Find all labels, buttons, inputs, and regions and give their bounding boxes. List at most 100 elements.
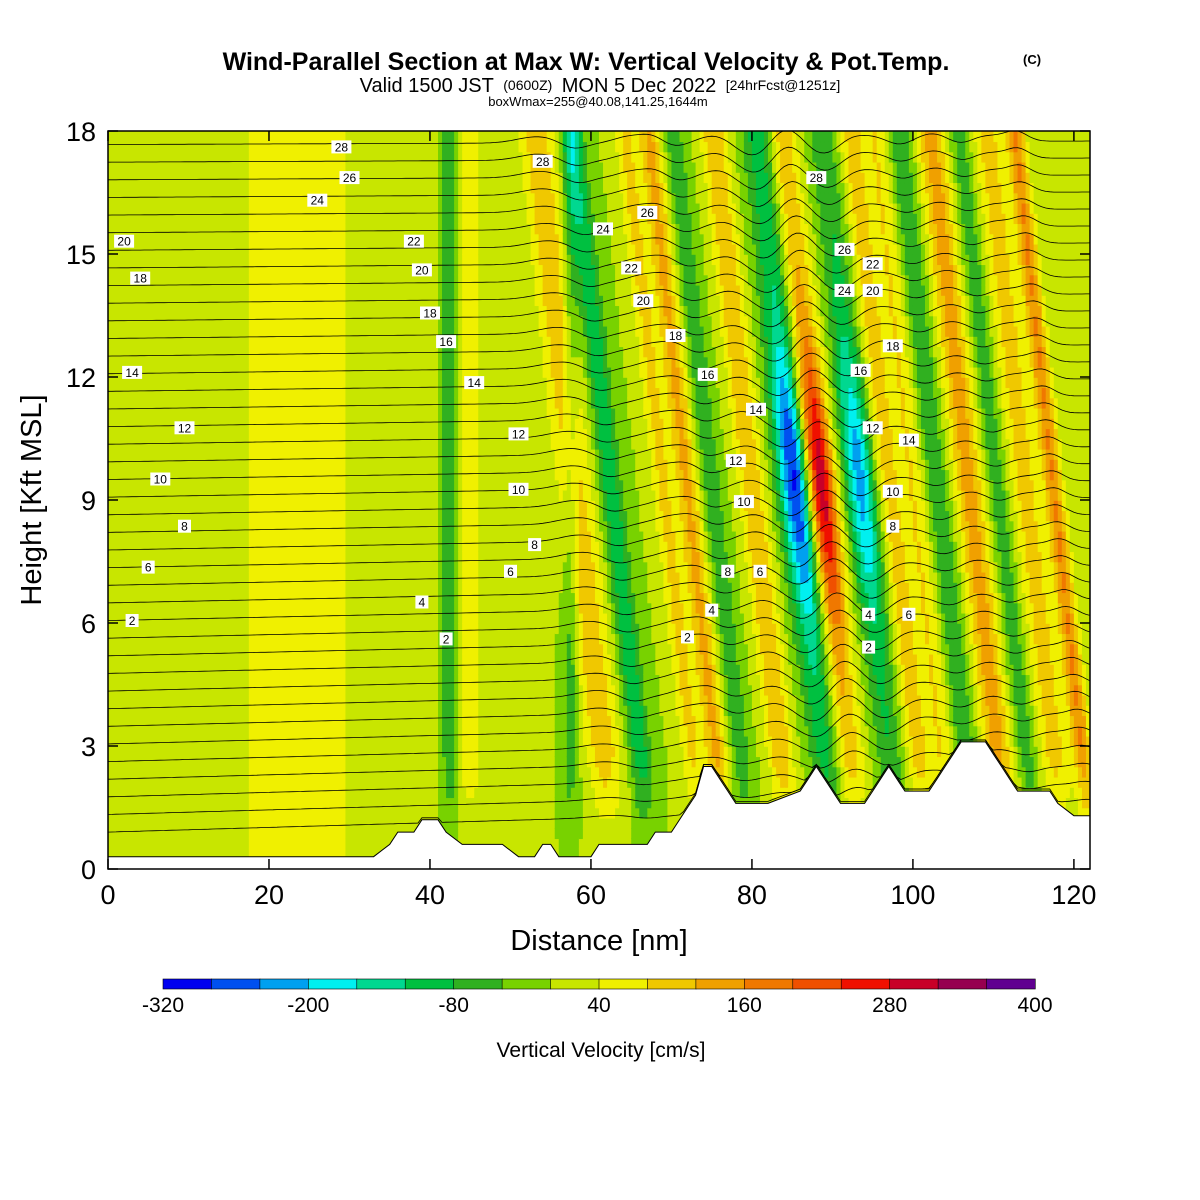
velocity-cell bbox=[373, 848, 379, 860]
velocity-cell bbox=[112, 182, 117, 194]
velocity-cell bbox=[144, 602, 150, 614]
velocity-cell bbox=[313, 397, 319, 409]
velocity-cell bbox=[112, 715, 117, 727]
velocity-cell bbox=[256, 715, 262, 727]
velocity-cell bbox=[140, 254, 146, 266]
velocity-cell bbox=[132, 828, 137, 840]
velocity-cell bbox=[176, 202, 182, 214]
velocity-cell bbox=[248, 233, 254, 245]
velocity-cell bbox=[252, 705, 258, 717]
velocity-cell bbox=[248, 664, 254, 676]
velocity-cell bbox=[365, 315, 371, 327]
velocity-cell bbox=[252, 715, 258, 727]
velocity-cell bbox=[232, 653, 238, 665]
velocity-cell bbox=[293, 838, 298, 850]
velocity-cell bbox=[293, 448, 298, 460]
velocity-cell bbox=[228, 479, 234, 491]
velocity-cell bbox=[365, 500, 371, 512]
velocity-cell bbox=[128, 817, 133, 829]
velocity-cell bbox=[309, 725, 315, 737]
velocity-cell bbox=[160, 459, 166, 471]
velocity-cell bbox=[140, 459, 146, 471]
velocity-cell bbox=[196, 602, 202, 614]
velocity-cell bbox=[244, 489, 250, 501]
velocity-cell bbox=[345, 346, 351, 358]
velocity-cell bbox=[176, 684, 182, 696]
velocity-cell bbox=[204, 448, 210, 460]
velocity-cell bbox=[208, 551, 214, 563]
velocity-cell bbox=[252, 397, 258, 409]
velocity-cell bbox=[329, 797, 335, 809]
velocity-cell bbox=[285, 735, 290, 747]
velocity-cell bbox=[373, 213, 379, 225]
velocity-cell bbox=[240, 602, 246, 614]
velocity-cell bbox=[112, 848, 117, 860]
velocity-cell bbox=[200, 797, 206, 809]
velocity-cell bbox=[333, 664, 339, 676]
velocity-cell bbox=[337, 438, 343, 450]
velocity-cell bbox=[232, 541, 238, 553]
velocity-cell bbox=[160, 213, 166, 225]
velocity-cell bbox=[264, 561, 270, 573]
velocity-cell bbox=[212, 530, 218, 542]
velocity-cell bbox=[212, 305, 218, 317]
velocity-cell bbox=[309, 397, 315, 409]
velocity-cell bbox=[116, 448, 121, 460]
velocity-cell bbox=[116, 551, 121, 563]
velocity-cell bbox=[192, 448, 198, 460]
velocity-cell bbox=[208, 766, 214, 778]
velocity-cell bbox=[317, 582, 323, 594]
velocity-cell bbox=[293, 746, 298, 758]
velocity-cell bbox=[244, 725, 250, 737]
velocity-cell bbox=[244, 284, 250, 296]
velocity-cell bbox=[264, 735, 270, 747]
velocity-cell bbox=[373, 776, 379, 788]
velocity-cell bbox=[172, 776, 178, 788]
velocity-cell bbox=[329, 192, 335, 204]
velocity-cell bbox=[192, 305, 198, 317]
velocity-cell bbox=[329, 612, 335, 624]
velocity-cell bbox=[252, 295, 258, 307]
velocity-cell bbox=[196, 469, 202, 481]
velocity-cell bbox=[248, 715, 254, 727]
velocity-cell bbox=[385, 684, 391, 696]
velocity-cell bbox=[176, 602, 182, 614]
velocity-cell bbox=[361, 448, 367, 460]
velocity-cell bbox=[325, 807, 331, 819]
velocity-cell bbox=[252, 684, 258, 696]
velocity-cell bbox=[293, 325, 298, 337]
velocity-cell bbox=[148, 694, 154, 706]
velocity-cell bbox=[128, 684, 133, 696]
velocity-cell bbox=[373, 172, 379, 184]
velocity-cell bbox=[140, 336, 146, 348]
velocity-cell bbox=[208, 377, 214, 389]
velocity-cell bbox=[188, 684, 194, 696]
velocity-cell bbox=[168, 602, 174, 614]
velocity-cell bbox=[208, 828, 214, 840]
velocity-cell bbox=[248, 202, 254, 214]
velocity-cell bbox=[224, 192, 230, 204]
velocity-cell bbox=[204, 305, 210, 317]
velocity-cell bbox=[216, 223, 222, 235]
velocity-cell bbox=[112, 469, 117, 481]
velocity-cell bbox=[120, 694, 125, 706]
velocity-cell bbox=[116, 838, 121, 850]
velocity-cell bbox=[325, 674, 331, 686]
velocity-cell bbox=[260, 551, 266, 563]
velocity-cell bbox=[277, 612, 282, 624]
velocity-cell bbox=[164, 315, 170, 327]
velocity-cell bbox=[369, 602, 375, 614]
velocity-cell bbox=[313, 151, 319, 163]
velocity-cell bbox=[144, 469, 150, 481]
velocity-cell bbox=[168, 479, 174, 491]
velocity-cell bbox=[281, 336, 286, 348]
velocity-cell bbox=[172, 213, 178, 225]
velocity-cell bbox=[160, 746, 166, 758]
velocity-cell bbox=[160, 356, 166, 368]
velocity-cell bbox=[108, 151, 113, 163]
velocity-cell bbox=[268, 213, 274, 225]
velocity-cell bbox=[168, 489, 174, 501]
velocity-cell bbox=[168, 828, 174, 840]
velocity-cell bbox=[176, 397, 182, 409]
velocity-cell bbox=[357, 161, 363, 173]
